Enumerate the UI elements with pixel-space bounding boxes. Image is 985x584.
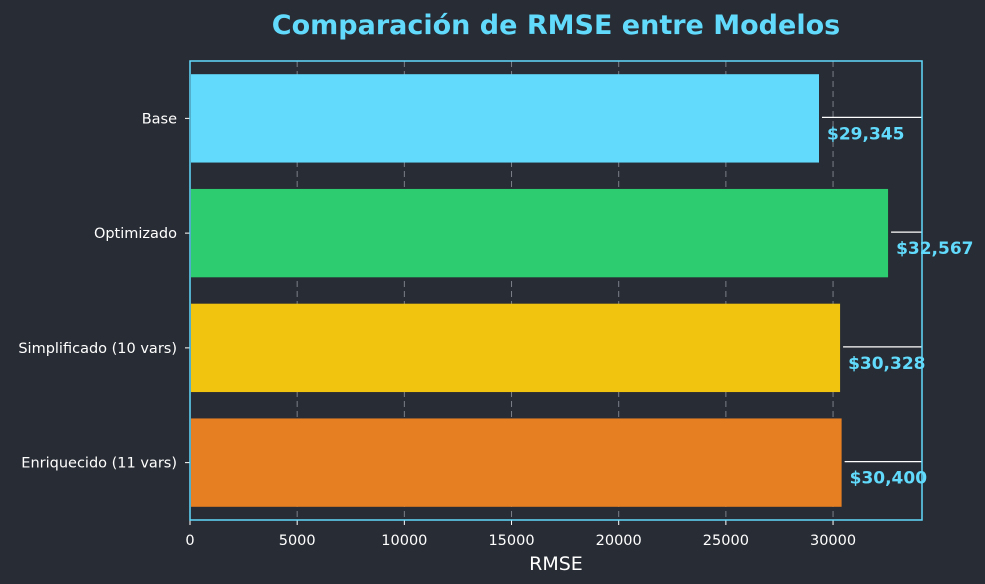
value-label: $30,400 (850, 469, 928, 489)
x-axis-ticks: 0 5000 10000 15000 20000 25000 30000 (185, 520, 856, 549)
x-axis-title: RMSE (529, 553, 583, 575)
plot-frame (189, 60, 923, 521)
x-tick-label: 30000 (810, 533, 856, 549)
bar (191, 74, 820, 163)
chart-title: Comparación de RMSE entre Modelos (272, 10, 840, 41)
bars (191, 74, 889, 507)
x-tick-label: 0 (185, 533, 194, 549)
category-label: Simplificado (10 vars) (18, 341, 177, 357)
category-label: Enriquecido (11 vars) (21, 456, 177, 472)
category-label: Optimizado (94, 226, 177, 242)
bar (191, 418, 842, 507)
value-label: $32,567 (896, 239, 973, 259)
x-tick-label: 5000 (279, 533, 316, 549)
value-label: $29,345 (827, 124, 904, 144)
x-tick-label: 10000 (381, 533, 427, 549)
x-tick-label: 20000 (596, 533, 642, 549)
x-tick-label: 25000 (703, 533, 749, 549)
bar (191, 188, 889, 278)
value-labels: $29,345 $32,567 $30,328 $30,400 (822, 116, 974, 489)
bar (191, 303, 841, 393)
x-tick-label: 15000 (488, 533, 534, 549)
value-label: $30,328 (848, 354, 925, 374)
y-axis-categories: Base Optimizado Simplificado (10 vars) Enri… (18, 111, 190, 472)
category-label: Base (142, 111, 177, 127)
